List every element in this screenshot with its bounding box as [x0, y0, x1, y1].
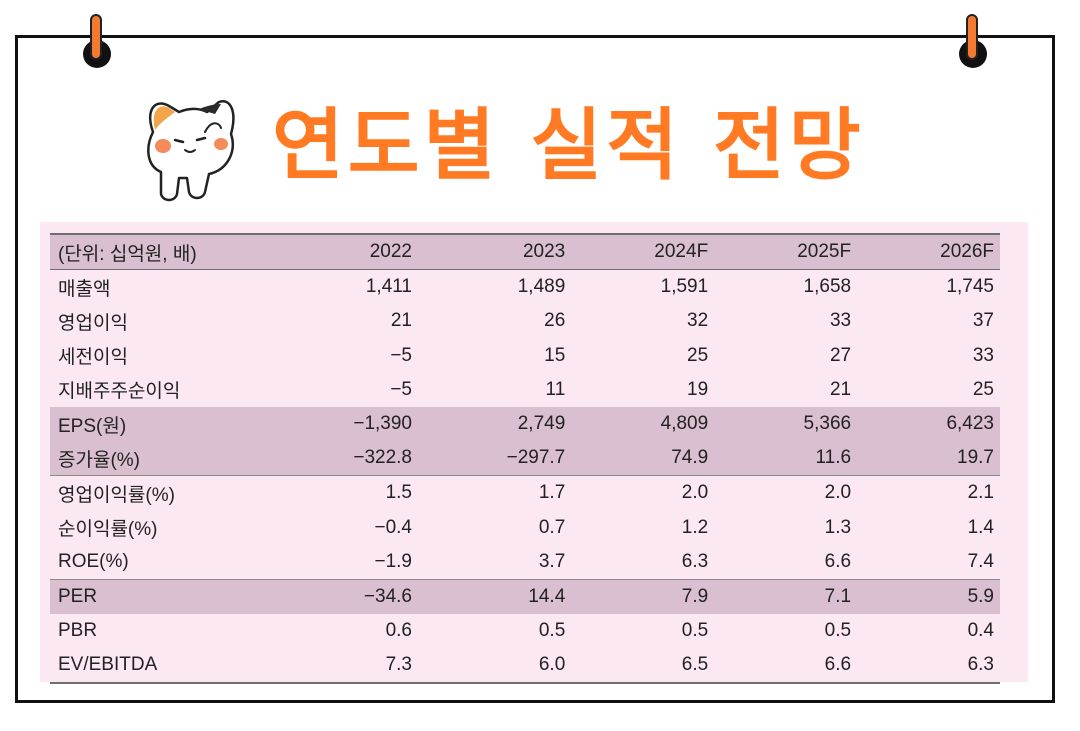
table-cell: 4,809	[660, 413, 709, 435]
table-cell: 6.3	[681, 550, 709, 572]
row-label: 지배주주순이익	[58, 381, 181, 403]
table-cell: 1.4	[967, 516, 994, 538]
table-cell: 21	[829, 378, 852, 400]
table-cell: −322.8	[353, 447, 412, 469]
table-cell: 27	[829, 344, 852, 366]
table-cell: 5,366	[803, 413, 852, 435]
row-label: 영업이익률(%)	[50, 475, 296, 511]
table-cell: 21	[390, 310, 412, 332]
table-cell: 2,749	[517, 413, 566, 435]
table-cell: 0.5	[824, 620, 852, 642]
table-cell: 0.7	[538, 516, 566, 538]
table-cell: 14.4	[418, 578, 572, 615]
table-cell: 0.4	[967, 620, 994, 642]
table-cell: 7.3	[296, 648, 418, 685]
row-label: 매출액	[58, 278, 111, 300]
table-cell: −1,390	[353, 413, 412, 435]
table-cell: 0.5	[681, 620, 709, 642]
table-header-row: (단위: 십억원, 배) 2022 2023 2024F 2025F 2026F	[50, 234, 1000, 270]
page-title: 연도별 실적 전망	[272, 101, 865, 191]
table-cell: 6.5	[571, 648, 715, 685]
table-cell: 11.6	[815, 447, 852, 469]
table-cell: −0.4	[374, 516, 412, 538]
column-header: 2022	[369, 241, 412, 263]
table-cell: 25	[972, 378, 994, 400]
row-label: 순이익률(%)	[58, 519, 158, 541]
table-cell: −34.6	[296, 578, 418, 615]
column-header: 2026F	[940, 241, 994, 263]
table-row: ROE(%) −1.9 3.7 6.3 6.6 7.4	[50, 545, 1000, 580]
table-cell: 1,745	[946, 276, 994, 298]
table-cell: 1,658	[803, 276, 852, 298]
row-label: 세전이익	[58, 347, 128, 369]
column-header: 2024F	[654, 241, 709, 263]
table-row: PBR 0.6 0.5 0.5 0.5 0.4	[50, 614, 1000, 648]
table-cell: 2.1	[857, 475, 1000, 511]
table-cell: 1.5	[296, 475, 418, 511]
table-cell: 1,591	[660, 276, 709, 298]
table-row: 영업이익률(%) 1.5 1.7 2.0 2.0 2.1	[50, 475, 1000, 511]
table-row: PER −34.6 14.4 7.9 7.1 5.9	[50, 578, 1000, 615]
financial-table: (단위: 십억원, 배) 2022 2023 2024F 2025F 2026F…	[50, 233, 1000, 685]
table-cell: 7.4	[967, 550, 994, 572]
row-label: EPS(원)	[58, 415, 127, 437]
table-row: 지배주주순이익 −5 11 19 21 25	[50, 373, 1000, 407]
table-cell: 11	[545, 378, 566, 400]
table-cell: 19	[687, 378, 709, 400]
row-label: PER	[50, 578, 296, 615]
table-cell: 33	[972, 344, 994, 366]
table-row: EPS(원) −1,390 2,749 4,809 5,366 6,423	[50, 406, 1000, 442]
table-cell: 6.0	[418, 648, 572, 685]
table-cell: −1.9	[374, 550, 412, 572]
table-cell: 32	[687, 310, 709, 332]
table-cell: 37	[972, 310, 994, 332]
table-cell: 2.0	[714, 475, 858, 511]
table-cell: −5	[390, 378, 412, 400]
table-cell: −297.7	[506, 447, 566, 469]
cat-mascot-icon	[147, 100, 235, 202]
unit-label: (단위: 십억원, 배)	[58, 243, 197, 265]
table-cell: 7.1	[714, 578, 858, 615]
table-row: 매출액 1,411 1,489 1,591 1,658 1,745	[50, 270, 1000, 305]
table-row: EV/EBITDA 7.3 6.0 6.5 6.6 6.3	[50, 648, 1000, 685]
row-label: 증가율(%)	[58, 449, 140, 471]
column-header: 2023	[522, 241, 566, 263]
row-label: PBR	[58, 620, 98, 642]
row-label: ROE(%)	[58, 550, 129, 572]
table-row: 순이익률(%) −0.4 0.7 1.2 1.3 1.4	[50, 511, 1000, 545]
table-cell: 6.6	[824, 550, 852, 572]
table-cell: 1,489	[517, 276, 566, 298]
column-header: 2025F	[797, 241, 852, 263]
table-cell: 0.5	[538, 620, 566, 642]
table-cell: 1.2	[681, 516, 709, 538]
table-row: 증가율(%) −322.8 −297.7 74.9 11.6 19.7	[50, 441, 1000, 476]
table-cell: 3.7	[538, 550, 566, 572]
table-cell: 15	[544, 344, 566, 366]
table-cell: 6.6	[714, 648, 858, 685]
table-cell: 1,411	[365, 276, 412, 298]
table-cell: 1.7	[418, 475, 572, 511]
table-cell: −5	[390, 344, 412, 366]
row-label: EV/EBITDA	[50, 648, 296, 685]
table-row: 세전이익 −5 15 25 27 33	[50, 339, 1000, 373]
table-cell: 26	[544, 310, 566, 332]
row-label: 영업이익	[58, 312, 128, 334]
table-cell: 7.9	[571, 578, 715, 615]
table-cell: 6,423	[946, 413, 994, 435]
table-row: 영업이익 21 26 32 33 37	[50, 304, 1000, 338]
table-cell: 19.7	[957, 447, 994, 469]
table-cell: 25	[687, 344, 709, 366]
table-cell: 74.9	[671, 447, 709, 469]
table-cell: 1.3	[824, 516, 852, 538]
table-cell: 6.3	[857, 648, 1000, 685]
table-cell: 2.0	[571, 475, 715, 511]
table-cell: 5.9	[857, 578, 1000, 615]
table-cell: 33	[829, 310, 852, 332]
table-cell: 0.6	[385, 620, 412, 642]
